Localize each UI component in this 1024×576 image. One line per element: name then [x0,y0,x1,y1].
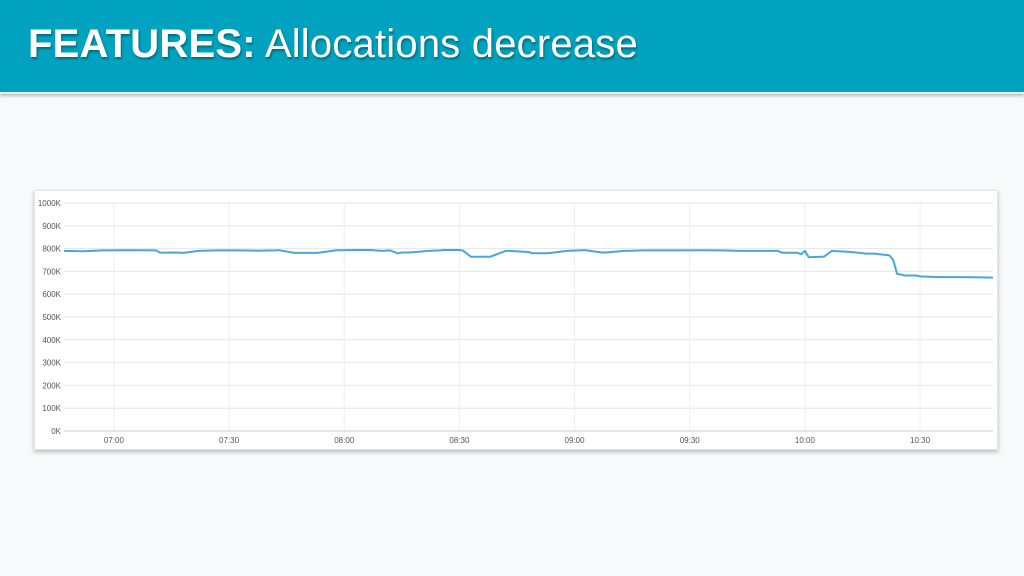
x-tick-label: 07:00 [104,436,125,445]
x-tick-label: 09:00 [565,436,586,445]
x-tick-label: 10:00 [795,436,816,445]
y-tick-label: 400K [42,336,61,345]
x-tick-label: 07:30 [219,436,240,445]
slide-title-rest: Allocations decrease [255,22,638,66]
slide-title: FEATURES: Allocations decrease [28,22,638,67]
y-tick-label: 1000K [38,199,62,208]
y-tick-label: 500K [42,313,61,322]
series-line [63,249,994,279]
y-tick-label: 0K [51,427,61,436]
x-tick-label: 08:30 [449,436,470,445]
y-tick-label: 900K [42,222,61,231]
allocations-line-chart: 0K 100K 200K 300K 400K 500K 600K 700K 800K 900K 10… [38,199,994,445]
x-tick-label: 08:00 [334,436,355,445]
x-tick-label: 09:30 [680,436,701,445]
x-tick-label: 10:30 [910,436,931,445]
slide-title-bold: FEATURES: [28,22,256,66]
y-tick-label: 300K [42,359,61,368]
y-tick-label: 600K [42,290,61,299]
y-tick-label: 800K [42,245,61,254]
y-tick-label: 700K [42,267,61,276]
chart-card: 0K 100K 200K 300K 400K 500K 600K 700K 800K 900K 10… [34,190,998,450]
y-tick-label: 100K [42,404,61,413]
slide-header: FEATURES: Allocations decrease [0,0,1024,94]
y-tick-label: 200K [42,381,61,390]
